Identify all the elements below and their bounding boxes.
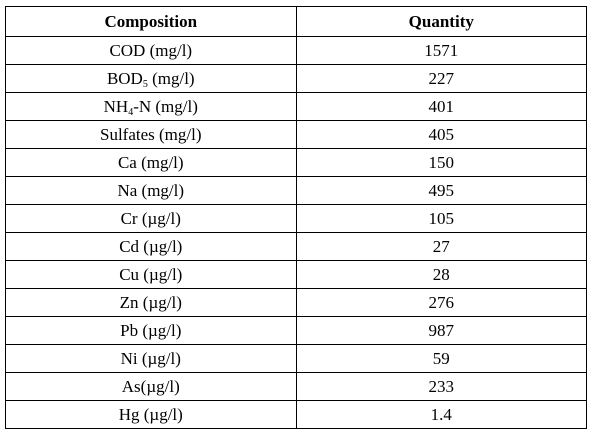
table-row: Pb (µg/l) 987	[5, 316, 588, 345]
composition-cell: Ni (µg/l)	[5, 344, 297, 373]
composition-unit: -N (mg/l)	[133, 97, 198, 116]
subscript: 5	[142, 79, 148, 90]
table-row: NH4-N (mg/l) 401	[5, 92, 588, 121]
composition-cell: Ca (mg/l)	[5, 148, 297, 177]
composition-unit: (mg/l)	[147, 69, 195, 88]
quantity-cell: 233	[295, 372, 588, 401]
quantity-cell: 59	[295, 344, 588, 373]
composition-text: BOD	[106, 69, 143, 88]
table-row: COD (mg/l) 1571	[5, 36, 588, 65]
composition-cell: Hg (µg/l)	[5, 400, 297, 429]
composition-cell: Cu (µg/l)	[5, 260, 297, 289]
quantity-cell: 276	[295, 288, 588, 317]
composition-cell: COD (mg/l)	[5, 36, 297, 65]
table-row: Hg (µg/l) 1.4	[5, 400, 588, 429]
composition-cell: Sulfates (mg/l)	[5, 120, 297, 149]
table-row: Zn (µg/l) 276	[5, 288, 588, 317]
table-row: Cd (µg/l) 27	[5, 232, 588, 261]
header-row: Composition Quantity	[5, 6, 588, 37]
table-row: Ca (mg/l) 150	[5, 148, 588, 177]
quantity-cell: 405	[295, 120, 588, 149]
composition-cell: NH4-N (mg/l)	[5, 92, 297, 121]
composition-cell: Pb (µg/l)	[5, 316, 297, 345]
composition-cell: Cr (µg/l)	[5, 204, 297, 233]
composition-cell: Na (mg/l)	[5, 176, 297, 205]
composition-cell: Zn (µg/l)	[5, 288, 297, 317]
table-row: Cu (µg/l) 28	[5, 260, 588, 289]
quantity-cell: 28	[295, 260, 588, 289]
composition-cell: BOD5 (mg/l)	[5, 64, 297, 93]
quantity-cell: 150	[295, 148, 588, 177]
quantity-cell: 1571	[295, 36, 588, 65]
composition-table: Composition Quantity COD (mg/l) 1571 BOD…	[5, 6, 588, 429]
header-composition: Composition	[5, 6, 297, 37]
quantity-cell: 27	[295, 232, 588, 261]
quantity-cell: 105	[295, 204, 588, 233]
quantity-cell: 1.4	[295, 400, 588, 429]
quantity-cell: 227	[295, 64, 588, 93]
quantity-cell: 987	[295, 316, 588, 345]
composition-text: NH	[103, 97, 129, 116]
table-row: Ni (µg/l) 59	[5, 344, 588, 373]
quantity-cell: 495	[295, 176, 588, 205]
quantity-cell: 401	[295, 92, 588, 121]
table-row: Na (mg/l) 495	[5, 176, 588, 205]
table-row: As(µg/l) 233	[5, 372, 588, 401]
composition-cell: As(µg/l)	[5, 372, 297, 401]
header-quantity: Quantity	[295, 6, 588, 37]
table-row: Cr (µg/l) 105	[5, 204, 588, 233]
subscript: 4	[128, 107, 134, 118]
table-row: BOD5 (mg/l) 227	[5, 64, 588, 93]
composition-cell: Cd (µg/l)	[5, 232, 297, 261]
table-row: Sulfates (mg/l) 405	[5, 120, 588, 149]
